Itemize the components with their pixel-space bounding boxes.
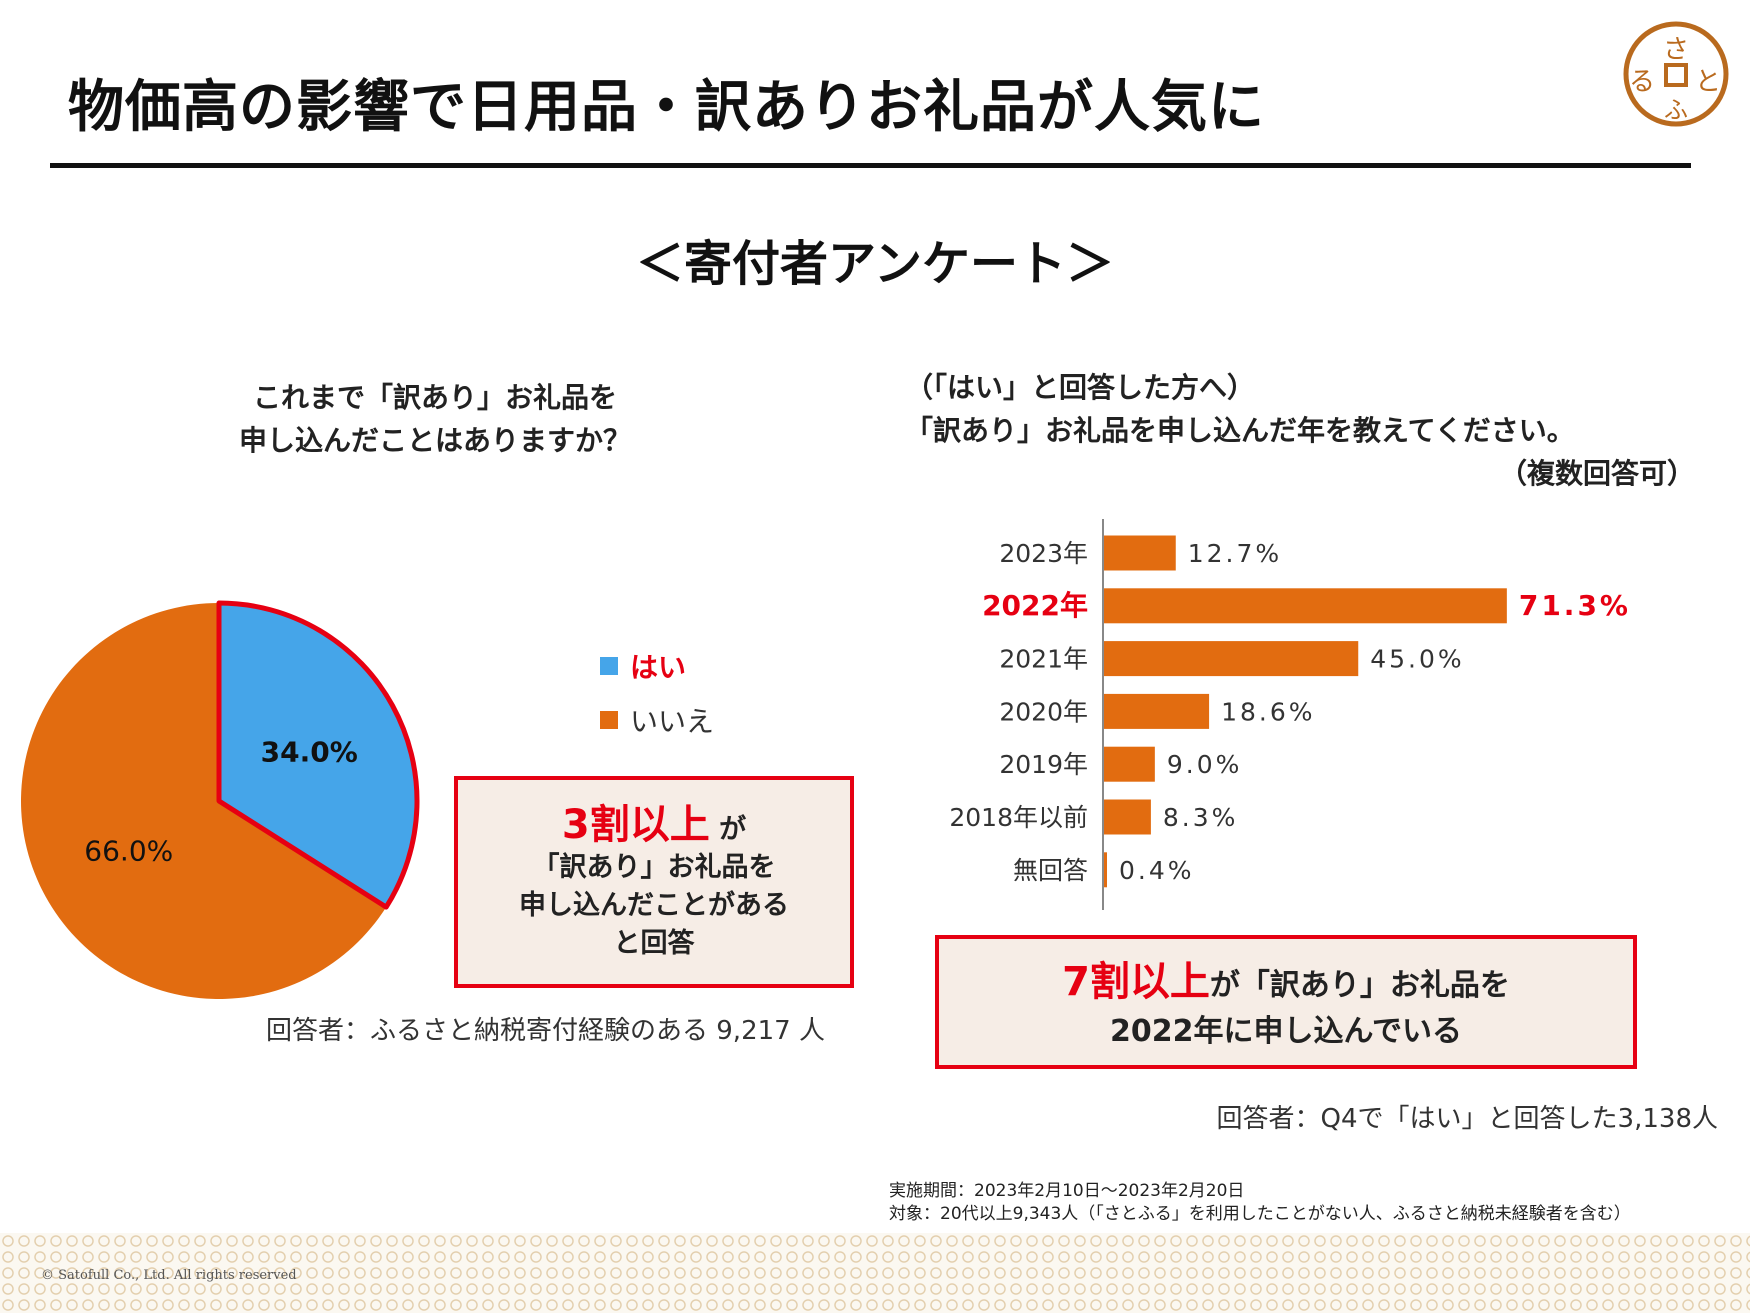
- svg-text:ふ: ふ: [1664, 96, 1688, 124]
- highlight-box-right: 7割以上が「訳あり」お礼品を 2022年に申し込んでいる: [935, 935, 1637, 1069]
- survey-notes: 実施期間：2023年2月10日～2023年2月20日 対象：20代以上9,343…: [889, 1180, 1631, 1226]
- survey-heading: ＜寄付者アンケート＞: [635, 236, 1115, 292]
- copyright: © Satofull Co., Ltd. All rights reserved: [41, 1268, 297, 1283]
- bar-value-label: 12.7%: [1188, 539, 1282, 568]
- pie-data-label: 34.0%: [261, 735, 358, 768]
- highlight-big-text: 3割以上: [561, 802, 710, 848]
- bar-chart: 2023年 12.7% 2022年 71.3% 2021年 45.0% 2020年 18.6%…: [949, 519, 1631, 910]
- highlight-text: 申し込んだことがある: [519, 890, 789, 921]
- highlight-text: と回答: [613, 928, 695, 959]
- highlight-big-text: 7割以上: [1062, 959, 1210, 1005]
- page-title: 物価高の影響で日用品・訳ありお礼品が人気に: [68, 75, 1265, 140]
- legend-label-no: いいえ: [630, 705, 714, 738]
- bar: [1104, 852, 1107, 888]
- question-line: （複数回答可）: [1498, 457, 1695, 490]
- bar-category-label: 無回答: [1013, 856, 1088, 885]
- pie-legend: はい いいえ: [600, 651, 714, 738]
- highlight-text: が: [719, 814, 747, 845]
- legend-swatch-no: [600, 711, 618, 729]
- bar-category-label: 2023年: [999, 539, 1088, 568]
- left-respondents-note: 回答者：ふるさと納税寄付経験のある 9,217 人: [266, 1016, 825, 1046]
- pie-data-label: 66.0%: [84, 835, 173, 868]
- bar-value-label: 9.0%: [1167, 750, 1243, 779]
- highlight-text: 「訳あり」お礼品を: [532, 852, 776, 883]
- bar: [1104, 693, 1210, 729]
- question-line: （「はい」と回答した方へ）: [905, 371, 1256, 404]
- bar: [1104, 588, 1507, 624]
- bar-value-label: 45.0%: [1370, 645, 1464, 674]
- satofuru-logo: さ る と ふ: [1623, 21, 1729, 127]
- pie-chart: 66.0% 34.0% はい いいえ: [21, 600, 714, 999]
- highlight-text: が「訳あり」お礼品を: [1209, 968, 1510, 1003]
- bar-value-label: 8.3%: [1163, 803, 1239, 832]
- bar-category-label: 2022年: [982, 589, 1088, 622]
- bar: [1104, 641, 1359, 677]
- question-line: これまで「訳あり」お礼品を: [252, 381, 617, 414]
- pie-slice-no: [21, 603, 387, 999]
- highlight-box-left: 3割以上 が 「訳あり」お礼品を 申し込んだことがある と回答: [454, 776, 854, 988]
- legend-label-yes: はい: [630, 651, 686, 684]
- legend-swatch-yes: [600, 657, 618, 675]
- question-line: 「訳あり」お礼品を申し込んだ年を教えてください。: [905, 414, 1575, 447]
- bar-value-label: 18.6%: [1221, 697, 1315, 726]
- question-line: 申し込んだことはありますか？: [238, 424, 631, 457]
- bar: [1104, 746, 1155, 782]
- bar: [1104, 535, 1176, 571]
- survey-target: 対象：20代以上9,343人（「さとふる」を利用したことがない人、ふるさと納税未…: [889, 1204, 1631, 1224]
- survey-period: 実施期間：2023年2月10日～2023年2月20日: [889, 1181, 1245, 1201]
- bar-value-label: 0.4%: [1119, 856, 1195, 885]
- svg-text:と: と: [1695, 67, 1721, 97]
- bar-value-label: 71.3%: [1519, 589, 1631, 622]
- bar-category-label: 2021年: [999, 645, 1088, 674]
- svg-text:る: る: [1629, 67, 1655, 97]
- bar-category-label: 2019年: [999, 750, 1088, 779]
- right-question: （「はい」と回答した方へ） 「訳あり」お礼品を申し込んだ年を教えてください。 （…: [905, 366, 1695, 495]
- footer-pattern: [0, 1233, 1750, 1313]
- svg-text:さ: さ: [1663, 35, 1689, 65]
- pie-slice-yes: [216, 600, 420, 910]
- highlight-text: 2022年に申し込んでいる: [1110, 1014, 1462, 1049]
- right-respondents-note: 回答者：Q4で「はい」と回答した3,138人: [1216, 1104, 1718, 1134]
- title-divider: [50, 163, 1691, 168]
- bar-category-label: 2020年: [999, 697, 1088, 726]
- bar: [1104, 799, 1151, 835]
- left-question: これまで「訳あり」お礼品を 申し込んだことはありますか？: [135, 376, 735, 462]
- bar-category-label: 2018年以前: [949, 803, 1088, 832]
